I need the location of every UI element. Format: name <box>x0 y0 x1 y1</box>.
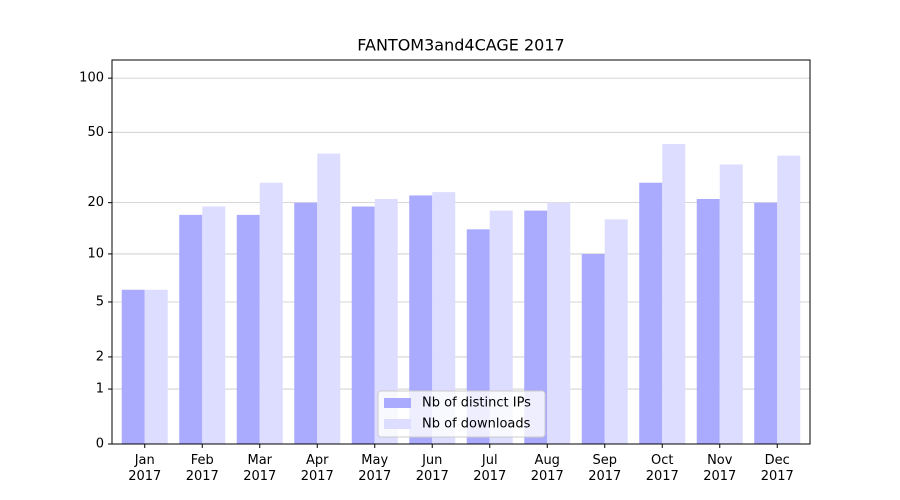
bar <box>604 219 628 444</box>
x-tick-label: Jun 2017 <box>415 453 449 484</box>
x-tick-label: Jan 2017 <box>128 453 162 484</box>
x-tick-label: May 2017 <box>358 453 392 484</box>
bar <box>317 153 341 444</box>
bar <box>374 198 398 444</box>
y-tick-label: 50 <box>87 125 104 140</box>
bar <box>489 210 513 444</box>
bar <box>179 214 203 444</box>
legend-label: Nb of distinct IPs <box>422 396 531 411</box>
y-tick-label: 0 <box>96 437 104 452</box>
x-tick-label: Dec 2017 <box>760 453 794 484</box>
legend-label: Nb of downloads <box>422 417 531 432</box>
legend-swatch <box>384 419 411 429</box>
x-tick-label: Jul 2017 <box>473 453 507 484</box>
x-tick-label: Oct 2017 <box>645 453 679 484</box>
bar <box>639 182 663 444</box>
bar <box>144 289 168 444</box>
bar <box>662 144 686 444</box>
y-tick-label: 1 <box>96 382 104 397</box>
x-tick-label: Sep 2017 <box>588 453 622 484</box>
bar <box>259 182 283 444</box>
plot-frame <box>111 59 811 445</box>
bar <box>351 206 375 444</box>
bar <box>409 195 433 444</box>
x-tick-label: Nov 2017 <box>703 453 737 484</box>
bar <box>121 289 145 444</box>
bar <box>202 206 226 444</box>
bar <box>754 202 778 444</box>
y-tick-label: 5 <box>96 294 104 309</box>
bar <box>294 202 318 444</box>
y-tick-label: 20 <box>87 195 104 210</box>
bar <box>719 164 743 444</box>
y-tick-label: 100 <box>79 71 104 86</box>
x-tick-label: Mar 2017 <box>243 453 277 484</box>
x-tick-label: Apr 2017 <box>300 453 334 484</box>
y-tick-label: 10 <box>87 246 104 261</box>
bar <box>696 198 720 444</box>
bar <box>432 192 456 444</box>
bar <box>466 229 490 444</box>
x-tick-label: Aug 2017 <box>530 453 564 484</box>
bar <box>236 214 260 444</box>
legend-box <box>377 390 546 438</box>
bar <box>524 210 548 444</box>
legend-swatch <box>384 398 411 408</box>
y-tick-label: 2 <box>96 349 104 364</box>
bar <box>581 253 605 444</box>
bar <box>777 155 801 444</box>
chart-title: FANTOM3and4CAGE 2017 <box>357 36 564 55</box>
bar <box>547 202 571 444</box>
x-tick-label: Feb 2017 <box>185 453 219 484</box>
